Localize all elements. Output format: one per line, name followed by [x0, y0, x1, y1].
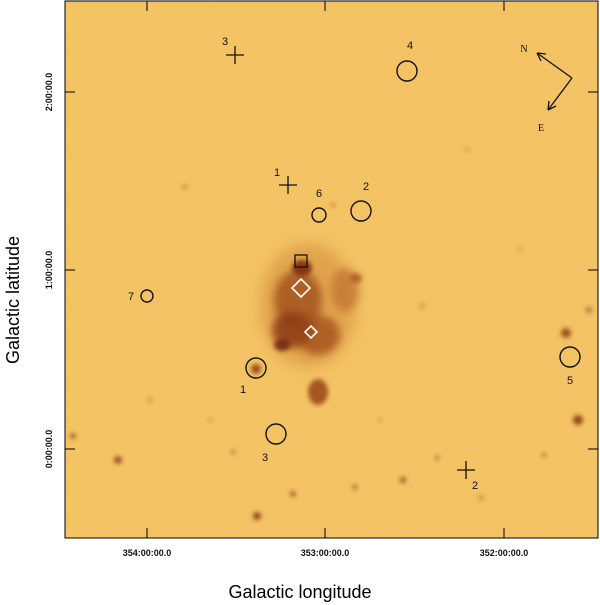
circle-label-6: 6	[316, 188, 322, 200]
compass	[536, 52, 573, 111]
circle-marker-5	[559, 346, 581, 368]
sky-image	[65, 1, 598, 538]
cross-marker-2	[457, 461, 475, 479]
y-tick-label-1: 1:00:00.0	[44, 251, 54, 290]
cross-marker-1	[279, 176, 297, 194]
y-axis-label: Galactic latitude	[3, 236, 23, 364]
circle-label-1: 1	[240, 384, 246, 396]
y-tick-label-2: 2:00:00.0	[44, 73, 54, 112]
y-tick-label-0: 0:00:00.0	[44, 430, 54, 469]
cross-label-2: 2	[472, 480, 478, 492]
circle-label-2: 2	[363, 181, 369, 193]
diamond-marker-large	[290, 277, 312, 299]
cross-marker-3	[226, 46, 244, 64]
circle-marker-7	[140, 289, 154, 303]
circle-label-7: 7	[128, 291, 134, 303]
circle-marker-3	[265, 423, 287, 445]
compass-north-label: N	[520, 44, 527, 55]
x-tick-label-352: 352:00:00.0	[480, 548, 529, 558]
circle-label-4: 4	[407, 40, 413, 52]
cross-label-1: 1	[274, 167, 280, 179]
diamond-marker-small	[303, 324, 319, 340]
cross-label-3: 3	[222, 36, 228, 48]
compass-east-label: E	[538, 123, 544, 134]
x-tick-label-354: 354:00:00.0	[123, 548, 172, 558]
circle-label-5: 5	[567, 375, 573, 387]
axis-ticks	[65, 1, 598, 538]
circle-markers	[140, 60, 581, 445]
circle-label-3: 3	[262, 452, 268, 464]
square-marker	[294, 254, 308, 268]
cross-markers	[226, 46, 475, 479]
circle-marker-4	[396, 60, 418, 82]
circle-marker-2	[350, 200, 372, 222]
central-nebula	[260, 243, 362, 405]
circle-marker-6	[311, 207, 327, 223]
circle-marker-1	[245, 357, 267, 379]
x-axis-label: Galactic longitude	[228, 582, 371, 602]
x-tick-label-353: 353:00:00.0	[301, 548, 350, 558]
point-sources	[70, 148, 592, 520]
